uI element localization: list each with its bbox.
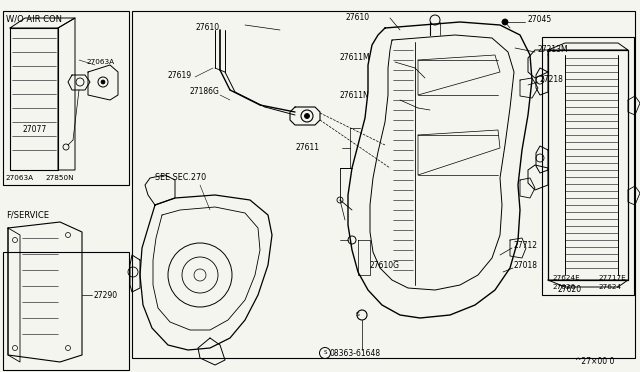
Text: 27290: 27290: [93, 291, 117, 299]
Text: 27018: 27018: [514, 262, 538, 270]
Text: 27218: 27218: [540, 76, 564, 84]
Circle shape: [101, 80, 105, 84]
Text: 27610: 27610: [195, 23, 219, 32]
Text: S: S: [356, 312, 360, 317]
Bar: [3, 11, 129, 185]
Text: 27186G: 27186G: [190, 87, 220, 96]
Text: W/O AIR CON: W/O AIR CON: [6, 14, 62, 23]
Text: 27624: 27624: [598, 284, 621, 290]
Circle shape: [502, 19, 508, 25]
Text: F/SERVICE: F/SERVICE: [6, 210, 49, 219]
Text: 27620: 27620: [558, 285, 582, 295]
Text: 08363-61648: 08363-61648: [330, 349, 381, 357]
Text: 27077: 27077: [23, 125, 47, 135]
Text: 27619: 27619: [168, 71, 192, 80]
Text: 27213M: 27213M: [537, 45, 568, 55]
Text: 27611: 27611: [295, 144, 319, 153]
Text: 27045: 27045: [527, 16, 551, 25]
Text: 27611M: 27611M: [340, 54, 371, 62]
Text: 27610G: 27610G: [370, 260, 400, 269]
Text: S: S: [323, 350, 327, 356]
Text: 27850N: 27850N: [45, 175, 74, 181]
Text: ^27×00 0: ^27×00 0: [575, 357, 614, 366]
Text: 27063A: 27063A: [5, 175, 33, 181]
Text: 27626: 27626: [552, 284, 575, 290]
Bar: [542, 37, 634, 295]
Bar: [3, 252, 129, 370]
Text: SEE SEC.270: SEE SEC.270: [155, 173, 206, 183]
Text: 27624E: 27624E: [552, 275, 580, 281]
Text: 27610: 27610: [345, 13, 369, 22]
Text: 27611N: 27611N: [340, 92, 370, 100]
Text: 27717E: 27717E: [598, 275, 626, 281]
Text: 27063A: 27063A: [86, 59, 114, 65]
Circle shape: [305, 113, 310, 119]
Text: 27712: 27712: [513, 241, 537, 250]
Bar: [132, 11, 635, 358]
